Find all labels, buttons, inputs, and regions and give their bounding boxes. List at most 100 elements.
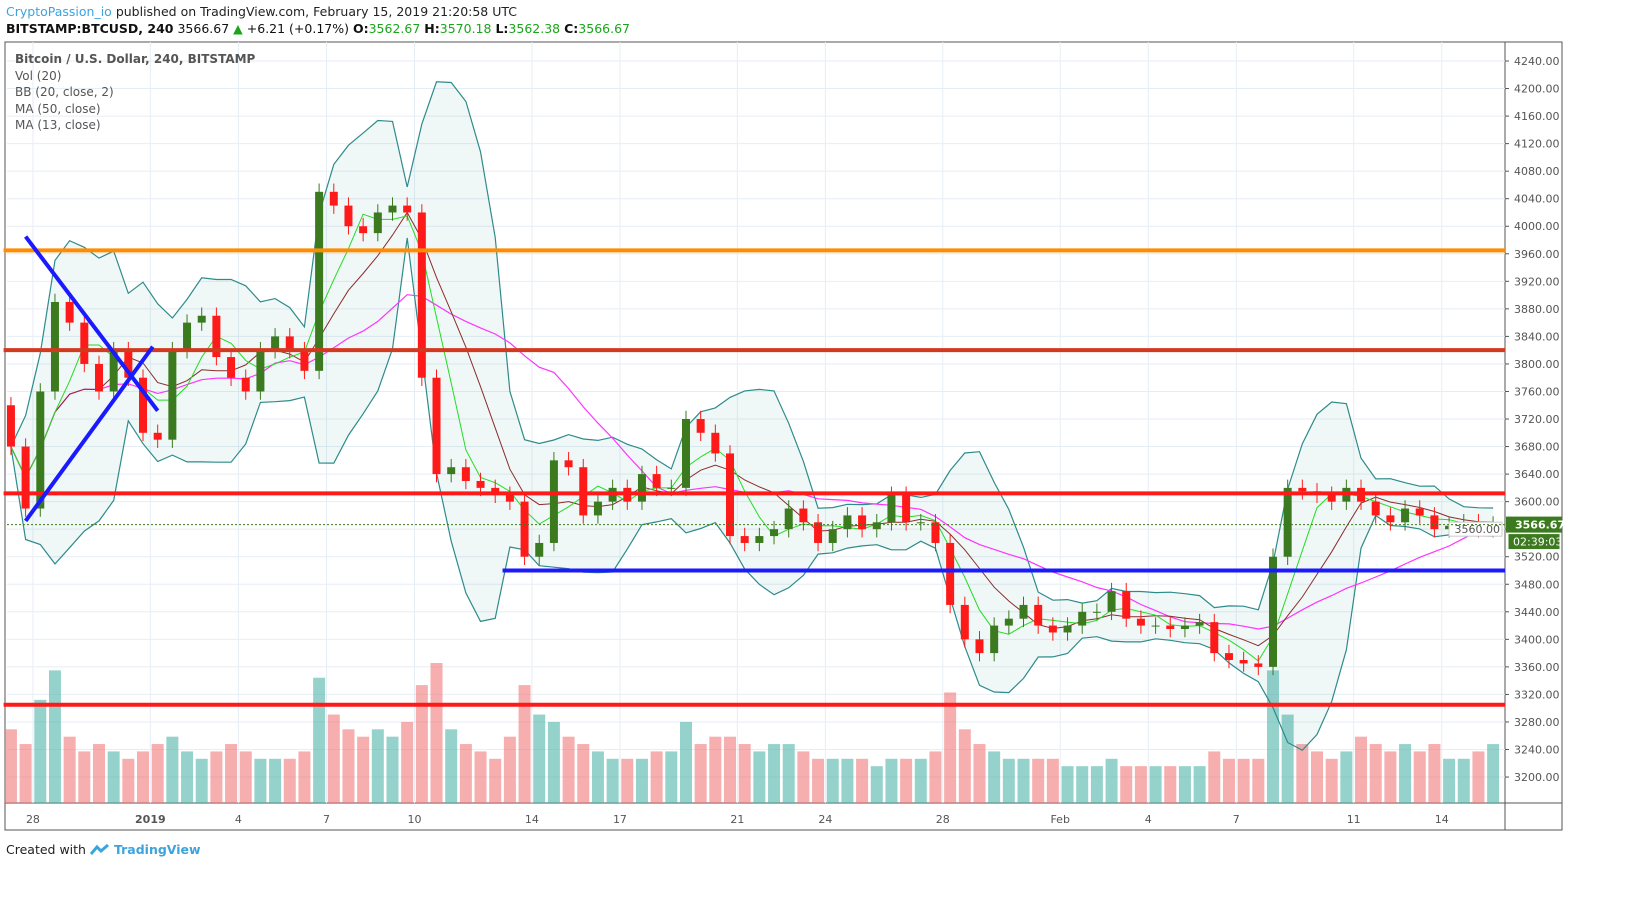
tradingview-brand[interactable]: TradingView [113, 842, 201, 857]
candle-body [256, 350, 265, 392]
volume-bar [621, 758, 634, 803]
candle-body [711, 432, 720, 454]
candle-body [6, 405, 15, 447]
volume-bar [679, 721, 692, 803]
legend-volume[interactable]: Vol (20) [15, 68, 62, 83]
volume-bar [489, 758, 502, 803]
symbol: BITSTAMP:BTCUSD, 240 [6, 21, 174, 36]
y-tick-label: 4120.00 [1514, 138, 1560, 151]
candle-body [828, 529, 837, 543]
chart-frame [4, 41, 1563, 831]
volume-bar [1457, 758, 1470, 803]
volume-bar [547, 721, 560, 803]
candle-body [300, 350, 309, 371]
volume-bar [724, 736, 737, 803]
volume-bar [1193, 766, 1206, 803]
legend-ma50[interactable]: MA (50, close) [15, 101, 101, 116]
volume-bar [1252, 758, 1265, 803]
open-label: O: [352, 21, 369, 36]
volume-bar [92, 744, 105, 803]
volume-bar [635, 758, 648, 803]
volume-bar [283, 758, 296, 803]
y-tick-label-chip [1448, 521, 1503, 537]
legend-ma13[interactable]: MA (13, close) [15, 118, 101, 133]
low-label: L: [495, 21, 509, 36]
volume-bar [1046, 758, 1059, 803]
volume-bar [826, 758, 839, 803]
volume-bar [254, 758, 267, 803]
tradingview-logo-icon [89, 843, 109, 855]
candle-body [1166, 625, 1175, 630]
candle-body [183, 322, 192, 351]
volume-bar [269, 758, 282, 803]
candle-body [50, 301, 59, 392]
current-price-badge [1506, 516, 1562, 533]
candle-body [872, 522, 881, 530]
volume-bar [885, 758, 898, 803]
candle-body [681, 419, 690, 488]
volume-bar [1032, 758, 1045, 803]
up-arrow-icon: ▲ [233, 21, 243, 36]
x-tick-label: 4 [235, 813, 242, 826]
price-change: +6.21 (+0.17%) [246, 21, 349, 36]
volume-bar [327, 714, 340, 803]
publish-line: CryptoPassion_io published on TradingVie… [6, 4, 517, 19]
candle-body [520, 501, 529, 557]
volume-bar [1355, 736, 1368, 803]
y-tick-label: 3840.00 [1514, 330, 1560, 343]
candle-body [1254, 663, 1263, 667]
x-tick-label: 4 [1145, 813, 1152, 826]
y-tick-label: 3240.00 [1514, 744, 1560, 757]
legend-bb[interactable]: BB (20, close, 2) [15, 85, 114, 100]
candle-body [139, 377, 148, 433]
y-tick-label: 3640.00 [1514, 468, 1560, 481]
created-with: Created with [6, 842, 86, 857]
candle-body [491, 487, 500, 495]
volume-bar [591, 751, 604, 803]
volume-bar [4, 729, 17, 803]
volume-bar [900, 758, 913, 803]
volume-bar [665, 751, 678, 803]
volume-bar [1061, 766, 1074, 803]
candle-body [1386, 515, 1395, 523]
volume-bar [1164, 766, 1177, 803]
candle-body [212, 315, 221, 358]
volume-bar [1017, 758, 1030, 803]
volume-bar [34, 699, 47, 803]
last-price: 3566.67 [177, 21, 230, 36]
volume-bar [1369, 744, 1382, 803]
chart-legend: Bitcoin / U.S. Dollar, 240, BITSTAMP Vol… [15, 51, 255, 134]
volume-bar [958, 729, 971, 803]
footer: Created with TradingView [6, 842, 201, 857]
candle-body [197, 315, 206, 323]
volume-bar [1105, 758, 1118, 803]
candle-body [432, 377, 441, 475]
y-tick-label: 4080.00 [1514, 165, 1560, 178]
volume-bar [151, 744, 164, 803]
x-tick-label: 11 [1347, 813, 1361, 826]
candle-body [153, 432, 162, 440]
volume-bar [988, 751, 1001, 803]
volume-bar [973, 744, 986, 803]
candle-body [931, 522, 940, 543]
candle-body [696, 419, 705, 433]
volume-bar [298, 751, 311, 803]
author-link[interactable]: CryptoPassion_io [6, 4, 112, 19]
volume-bar [577, 744, 590, 803]
candle-body [1283, 487, 1292, 557]
volume-bar [357, 736, 370, 803]
volume-bar [768, 744, 781, 803]
high-value: 3570.18 [439, 21, 492, 36]
candle-body [94, 363, 103, 392]
candle-body [285, 336, 294, 351]
candle-body [579, 467, 588, 516]
volume-bar [606, 758, 619, 803]
y-tick-label: 3600.00 [1514, 496, 1560, 509]
x-tick-label: 21 [730, 813, 744, 826]
candle-body [21, 446, 30, 509]
legend-title: Bitcoin / U.S. Dollar, 240, BITSTAMP [15, 52, 256, 66]
candle-body [1063, 625, 1072, 633]
volume-bar [63, 736, 76, 803]
y-tick-label: 3480.00 [1514, 578, 1560, 591]
